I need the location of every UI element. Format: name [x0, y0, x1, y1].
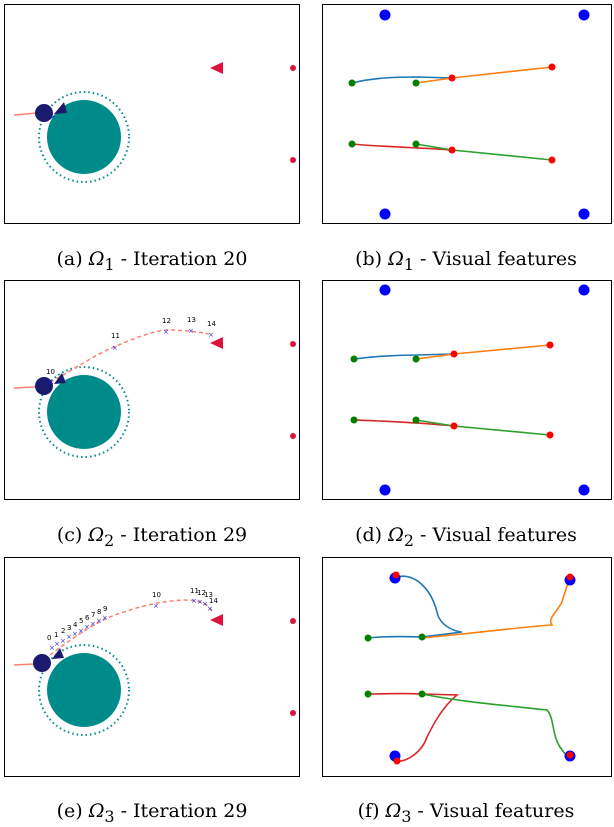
svg-text:8: 8: [97, 608, 101, 616]
svg-text:3: 3: [67, 624, 71, 632]
landmark-point: [290, 157, 296, 163]
waypoint-label: 11: [111, 332, 120, 340]
waypoint-label: 13: [187, 316, 196, 324]
caption-b: (b) Ω1 - Visual features: [355, 248, 577, 274]
goal-marker: [210, 62, 223, 74]
target-point: [578, 9, 590, 21]
obstacle-circle: [47, 100, 121, 174]
svg-text:×: ×: [197, 598, 203, 606]
svg-text:10: 10: [152, 591, 161, 599]
robot-body: [35, 104, 53, 122]
svg-text:5: 5: [79, 617, 83, 625]
scene-plot-c: × × × × × 10 11 12 13 14: [4, 280, 300, 500]
target-point: [379, 208, 391, 220]
waypoint-label: 12: [162, 317, 171, 325]
svg-text:×: ×: [54, 640, 60, 648]
svg-text:7: 7: [91, 611, 95, 619]
caption-a: (a) Ω1 - Iteration 20: [56, 248, 248, 274]
panel-d-features: [322, 280, 612, 500]
svg-text:×: ×: [207, 605, 213, 613]
robot-heading: [54, 102, 67, 114]
svg-text:12: 12: [197, 589, 206, 597]
features-plot-d: [322, 280, 612, 500]
panel-e-scene: × × × × × × × × × × × × × × × 0 1 2 3 4 5 6 7 8 9 …: [4, 557, 300, 777]
target-point: [379, 9, 391, 21]
svg-text:×: ×: [163, 328, 169, 336]
target-point: [578, 208, 590, 220]
svg-text:×: ×: [90, 620, 96, 628]
svg-text:×: ×: [96, 617, 102, 625]
panel-f-features: [322, 557, 612, 777]
svg-text:×: ×: [84, 623, 90, 631]
svg-text:×: ×: [188, 327, 194, 335]
svg-text:11: 11: [190, 587, 199, 595]
svg-text:6: 6: [85, 614, 90, 622]
svg-text:14: 14: [209, 597, 218, 605]
panel-c-scene: × × × × × 10 11 12 13 14: [4, 280, 300, 500]
svg-text:×: ×: [153, 602, 159, 610]
svg-text:×: ×: [102, 614, 108, 622]
caption-e: (e) Ω3 - Iteration 29: [56, 800, 248, 826]
scene-plot-e: × × × × × × × × × ××× × ×× 0 1 2 3 4 5 6 7 8 9 …: [4, 557, 300, 777]
svg-text:×: ×: [50, 113, 56, 121]
features-plot-b: [322, 4, 612, 224]
svg-text:×: ×: [48, 378, 54, 386]
svg-text:×: ×: [208, 331, 214, 339]
svg-text:×: ×: [72, 630, 78, 638]
waypoint-label: 14: [207, 320, 216, 328]
svg-text:1: 1: [54, 631, 58, 639]
panel-a-scene: ×: [4, 4, 300, 224]
svg-text:0: 0: [47, 634, 51, 642]
scene-plot-a: ×: [4, 4, 300, 224]
landmark-point: [290, 65, 296, 71]
svg-text:×: ×: [112, 344, 118, 352]
svg-text:×: ×: [60, 637, 66, 645]
svg-text:×: ×: [66, 633, 72, 641]
safety-margin-circle: [38, 91, 130, 183]
svg-text:×: ×: [202, 600, 208, 608]
waypoint-label: 10: [46, 368, 55, 376]
caption-f: (f) Ω3 - Visual features: [357, 800, 575, 826]
svg-text:9: 9: [103, 605, 107, 613]
svg-text:×: ×: [78, 627, 84, 635]
caption-d: (d) Ω2 - Visual features: [355, 524, 577, 550]
features-plot-f: [322, 557, 612, 777]
svg-text:×: ×: [191, 597, 197, 605]
svg-text:×: ×: [49, 644, 55, 652]
caption-c: (c) Ω2 - Iteration 29: [56, 524, 248, 550]
svg-text:4: 4: [73, 621, 78, 629]
panel-b-features: [322, 4, 612, 224]
svg-text:2: 2: [61, 627, 65, 635]
svg-text:13: 13: [204, 591, 213, 599]
